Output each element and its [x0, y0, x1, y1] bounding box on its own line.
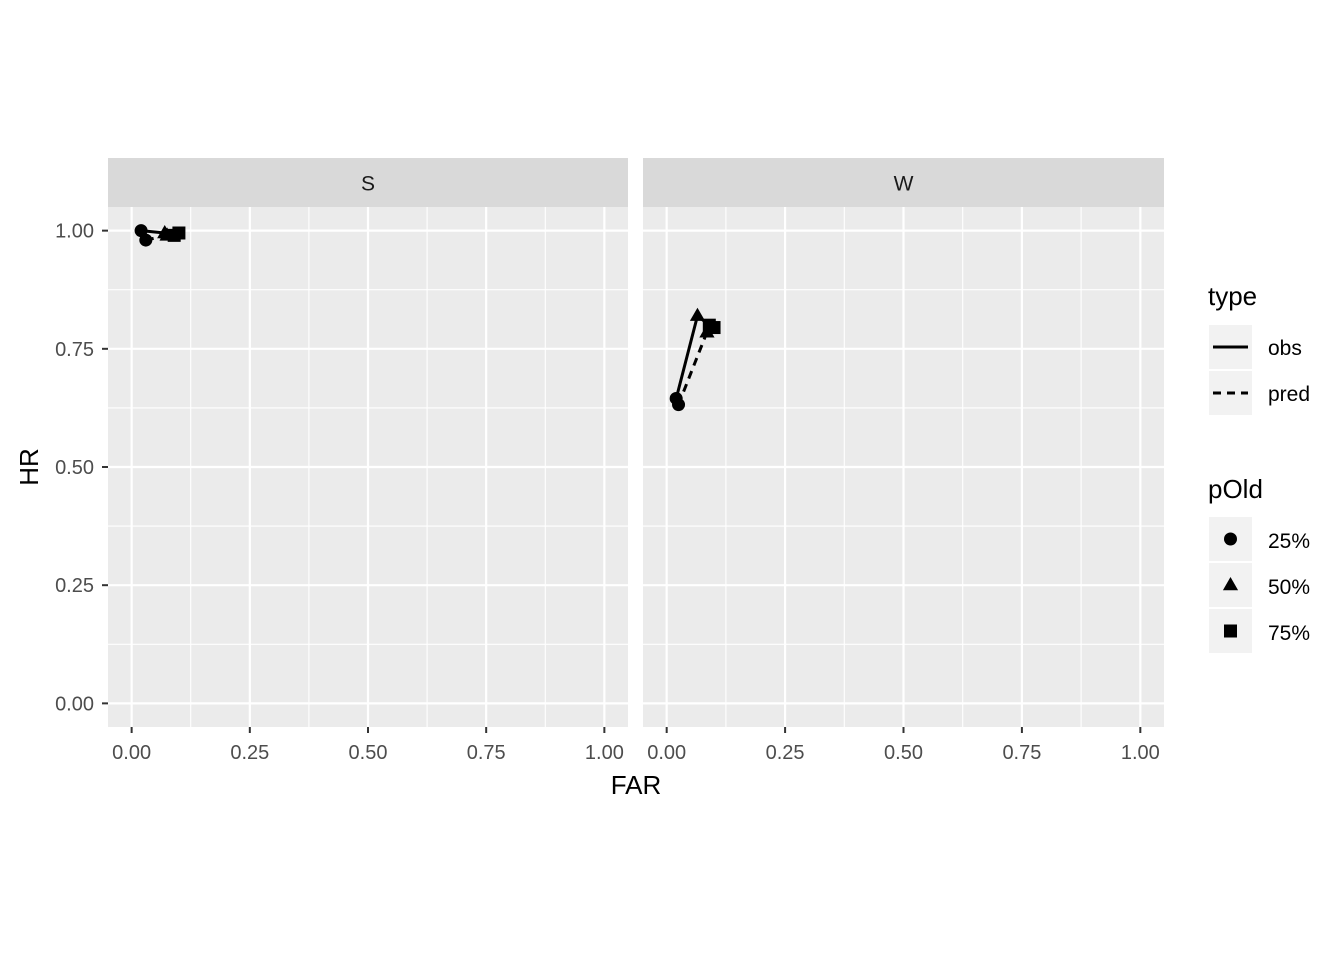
data-point-pred-triangle — [699, 324, 715, 338]
y-axis-title: HR — [14, 448, 44, 486]
x-tick-label: 0.00 — [112, 742, 151, 764]
y-tick-label: 1.00 — [55, 221, 94, 243]
strip-label: S — [361, 173, 375, 196]
x-tick-label: 0.00 — [647, 742, 686, 764]
panel-w: W 0.00 0.25 0.50 0.75 1.00 — [643, 158, 1164, 764]
x-tick-label: 0.25 — [766, 742, 805, 764]
legend-title-type: type — [1208, 281, 1257, 311]
legend-marker-square — [1224, 624, 1237, 638]
legend-label-obs: obs — [1268, 337, 1302, 360]
panel-s: S 0.00 0.25 0.50 0.75 1.00 0.00 0.25 0.50 0.75 1.0… — [55, 158, 628, 764]
data-point-pred-circle — [139, 233, 153, 247]
y-tick-label: 0.00 — [55, 693, 94, 715]
data-point-obs-triangle — [689, 307, 706, 321]
x-tick-label: 0.50 — [349, 742, 388, 764]
y-tick-label: 0.50 — [55, 457, 94, 479]
legend-label-50: 50% — [1268, 576, 1310, 599]
legend-marker-circle — [1224, 532, 1237, 546]
x-tick-label: 1.00 — [585, 742, 624, 764]
strip-label: W — [894, 173, 914, 196]
x-axis-title: FAR — [611, 770, 662, 800]
legend-title-pold: pOld — [1208, 474, 1263, 504]
legend-marker-triangle — [1222, 577, 1239, 591]
data-point-pred-square — [167, 228, 181, 242]
strip-background — [108, 158, 628, 207]
y-tick-label: 0.75 — [55, 339, 94, 361]
x-tick-label: 0.50 — [884, 742, 923, 764]
legend-label-pred: pred — [1268, 383, 1310, 406]
x-tick-label: 0.25 — [230, 742, 269, 764]
x-tick-label: 1.00 — [1121, 742, 1160, 764]
legend-label-25: 25% — [1268, 530, 1310, 553]
data-point-pred-circle — [672, 398, 686, 412]
legend-label-75: 75% — [1268, 622, 1310, 645]
x-tick-label: 0.75 — [467, 742, 506, 764]
strip-background — [643, 158, 1164, 207]
x-tick-label: 0.75 — [1002, 742, 1041, 764]
data-point-pred-square — [707, 321, 721, 335]
y-tick-label: 0.25 — [55, 575, 94, 597]
